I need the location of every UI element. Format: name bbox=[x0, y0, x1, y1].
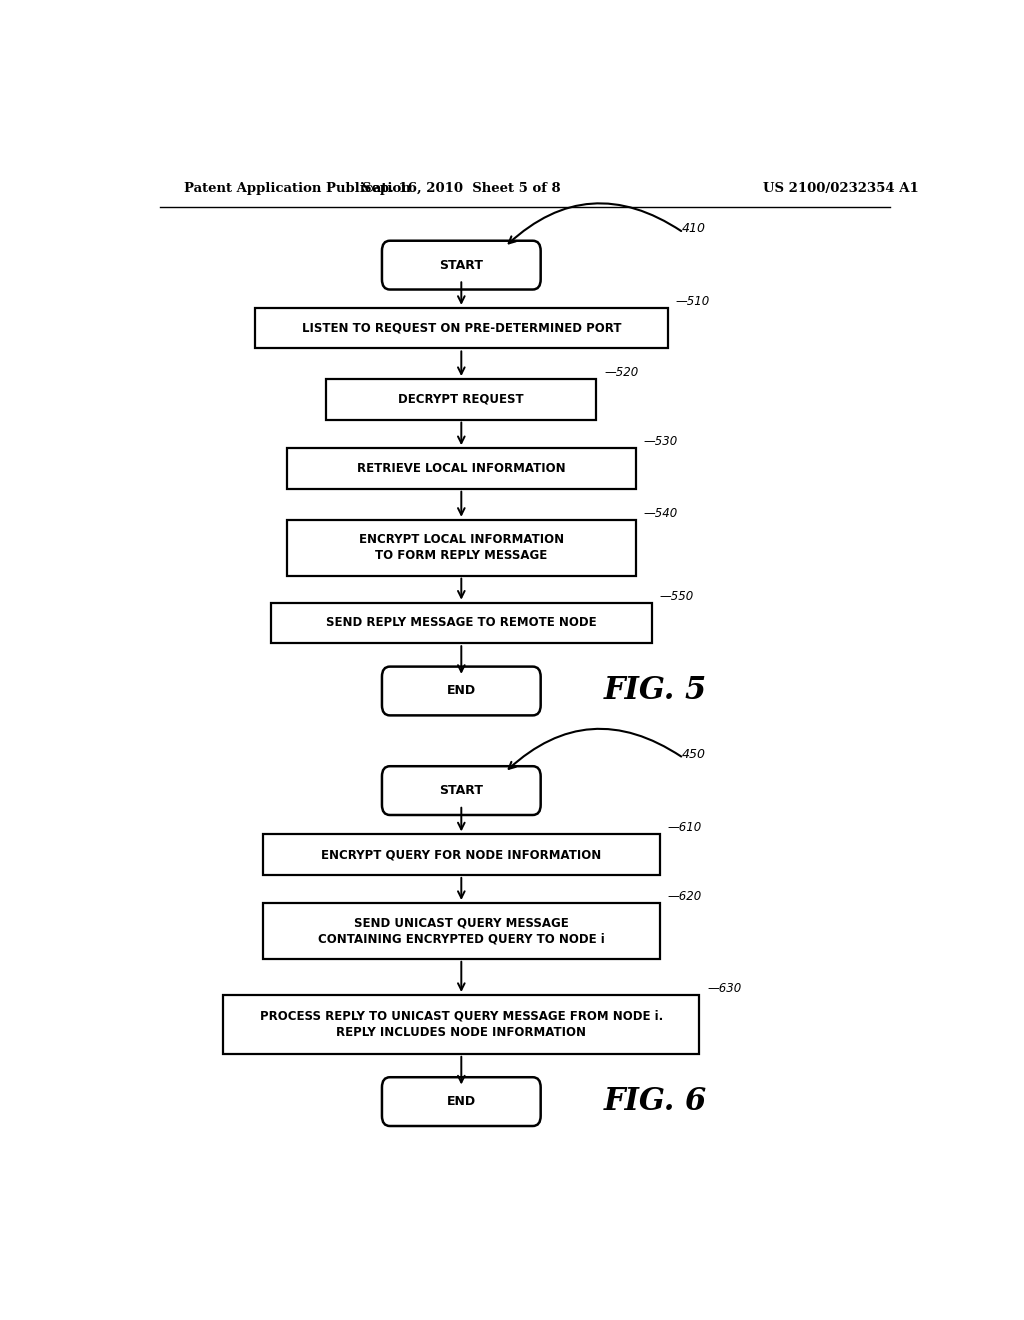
Text: 410: 410 bbox=[682, 222, 706, 235]
Text: END: END bbox=[446, 685, 476, 697]
FancyBboxPatch shape bbox=[287, 520, 636, 576]
Text: —550: —550 bbox=[659, 590, 694, 602]
Text: END: END bbox=[446, 1096, 476, 1107]
Text: —620: —620 bbox=[668, 890, 701, 903]
Text: US 2100/0232354 A1: US 2100/0232354 A1 bbox=[763, 182, 919, 195]
Text: —510: —510 bbox=[676, 294, 710, 308]
Text: SEND UNICAST QUERY MESSAGE
CONTAINING ENCRYPTED QUERY TO NODE i: SEND UNICAST QUERY MESSAGE CONTAINING EN… bbox=[317, 916, 605, 945]
Text: SEND REPLY MESSAGE TO REMOTE NODE: SEND REPLY MESSAGE TO REMOTE NODE bbox=[326, 616, 597, 630]
Text: —630: —630 bbox=[708, 982, 741, 995]
Text: ENCRYPT QUERY FOR NODE INFORMATION: ENCRYPT QUERY FOR NODE INFORMATION bbox=[322, 849, 601, 861]
FancyBboxPatch shape bbox=[382, 240, 541, 289]
FancyBboxPatch shape bbox=[382, 1077, 541, 1126]
FancyBboxPatch shape bbox=[382, 667, 541, 715]
FancyBboxPatch shape bbox=[263, 903, 659, 958]
FancyBboxPatch shape bbox=[287, 447, 636, 488]
FancyBboxPatch shape bbox=[263, 834, 659, 875]
Text: ENCRYPT LOCAL INFORMATION
TO FORM REPLY MESSAGE: ENCRYPT LOCAL INFORMATION TO FORM REPLY … bbox=[358, 533, 564, 562]
Text: START: START bbox=[439, 784, 483, 797]
Text: —610: —610 bbox=[668, 821, 701, 834]
Text: FIG. 6: FIG. 6 bbox=[604, 1086, 708, 1117]
Text: DECRYPT REQUEST: DECRYPT REQUEST bbox=[398, 393, 524, 405]
FancyBboxPatch shape bbox=[223, 995, 699, 1053]
Text: FIG. 5: FIG. 5 bbox=[604, 676, 708, 706]
Text: —520: —520 bbox=[604, 366, 638, 379]
Text: Patent Application Publication: Patent Application Publication bbox=[183, 182, 411, 195]
Text: RETRIEVE LOCAL INFORMATION: RETRIEVE LOCAL INFORMATION bbox=[357, 462, 565, 475]
Text: Sep. 16, 2010  Sheet 5 of 8: Sep. 16, 2010 Sheet 5 of 8 bbox=[362, 182, 560, 195]
Text: LISTEN TO REQUEST ON PRE-DETERMINED PORT: LISTEN TO REQUEST ON PRE-DETERMINED PORT bbox=[301, 322, 622, 335]
Text: PROCESS REPLY TO UNICAST QUERY MESSAGE FROM NODE i.
REPLY INCLUDES NODE INFORMAT: PROCESS REPLY TO UNICAST QUERY MESSAGE F… bbox=[260, 1010, 663, 1039]
Text: START: START bbox=[439, 259, 483, 272]
FancyBboxPatch shape bbox=[382, 766, 541, 814]
Text: —530: —530 bbox=[644, 436, 678, 447]
FancyBboxPatch shape bbox=[255, 308, 668, 348]
FancyBboxPatch shape bbox=[327, 379, 596, 420]
Text: —540: —540 bbox=[644, 507, 678, 520]
FancyBboxPatch shape bbox=[270, 602, 651, 643]
Text: 450: 450 bbox=[682, 747, 706, 760]
